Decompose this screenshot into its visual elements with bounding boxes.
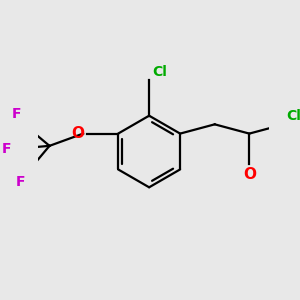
Text: F: F — [16, 175, 25, 189]
Text: O: O — [243, 167, 256, 182]
Text: F: F — [2, 142, 11, 156]
Text: Cl: Cl — [153, 65, 167, 79]
Text: F: F — [11, 107, 21, 121]
Text: O: O — [71, 126, 84, 141]
Text: Cl: Cl — [286, 109, 300, 123]
